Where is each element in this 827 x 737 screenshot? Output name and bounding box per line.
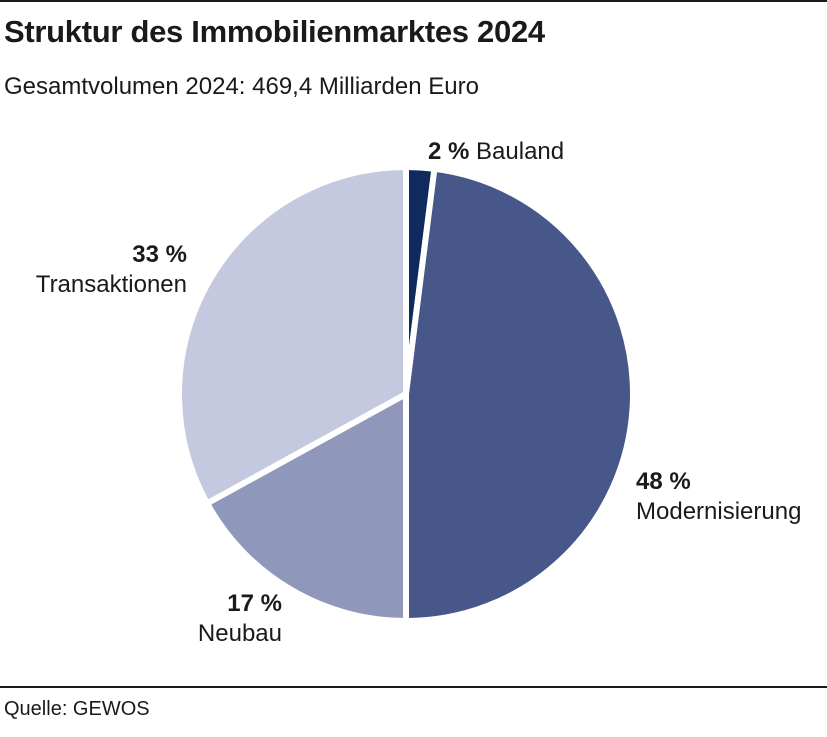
label-modernisierung-name: Modernisierung [636,498,802,525]
label-transaktionen: 33 % Transaktionen [36,240,187,300]
label-neubau-pct: 17 % [227,590,282,617]
label-bauland-pct: 2 % [428,138,470,165]
pie-slice-neubau [204,391,409,624]
label-modernisierung-pct: 48 % [636,468,691,495]
label-neubau-name: Neubau [197,620,282,647]
chart-title: Struktur des Immobilienmarktes 2024 [4,14,545,49]
pie-slice-transaktionen [176,164,409,507]
label-modernisierung: 48 % Modernisierung [636,467,801,527]
bottom-rule [0,686,827,688]
label-transaktionen-name: Transaktionen [35,271,187,298]
pie-slice-modernisierung [403,165,636,624]
top-rule [0,0,827,2]
label-neubau: 17 % Neubau [198,589,282,649]
label-bauland: 2 % Bauland [428,137,564,167]
chart-subtitle: Gesamtvolumen 2024: 469,4 Milliarden Eur… [4,73,479,100]
source-note: Quelle: GEWOS [4,698,150,720]
label-bauland-name: Bauland [476,138,565,165]
label-transaktionen-pct: 33 % [132,241,187,268]
